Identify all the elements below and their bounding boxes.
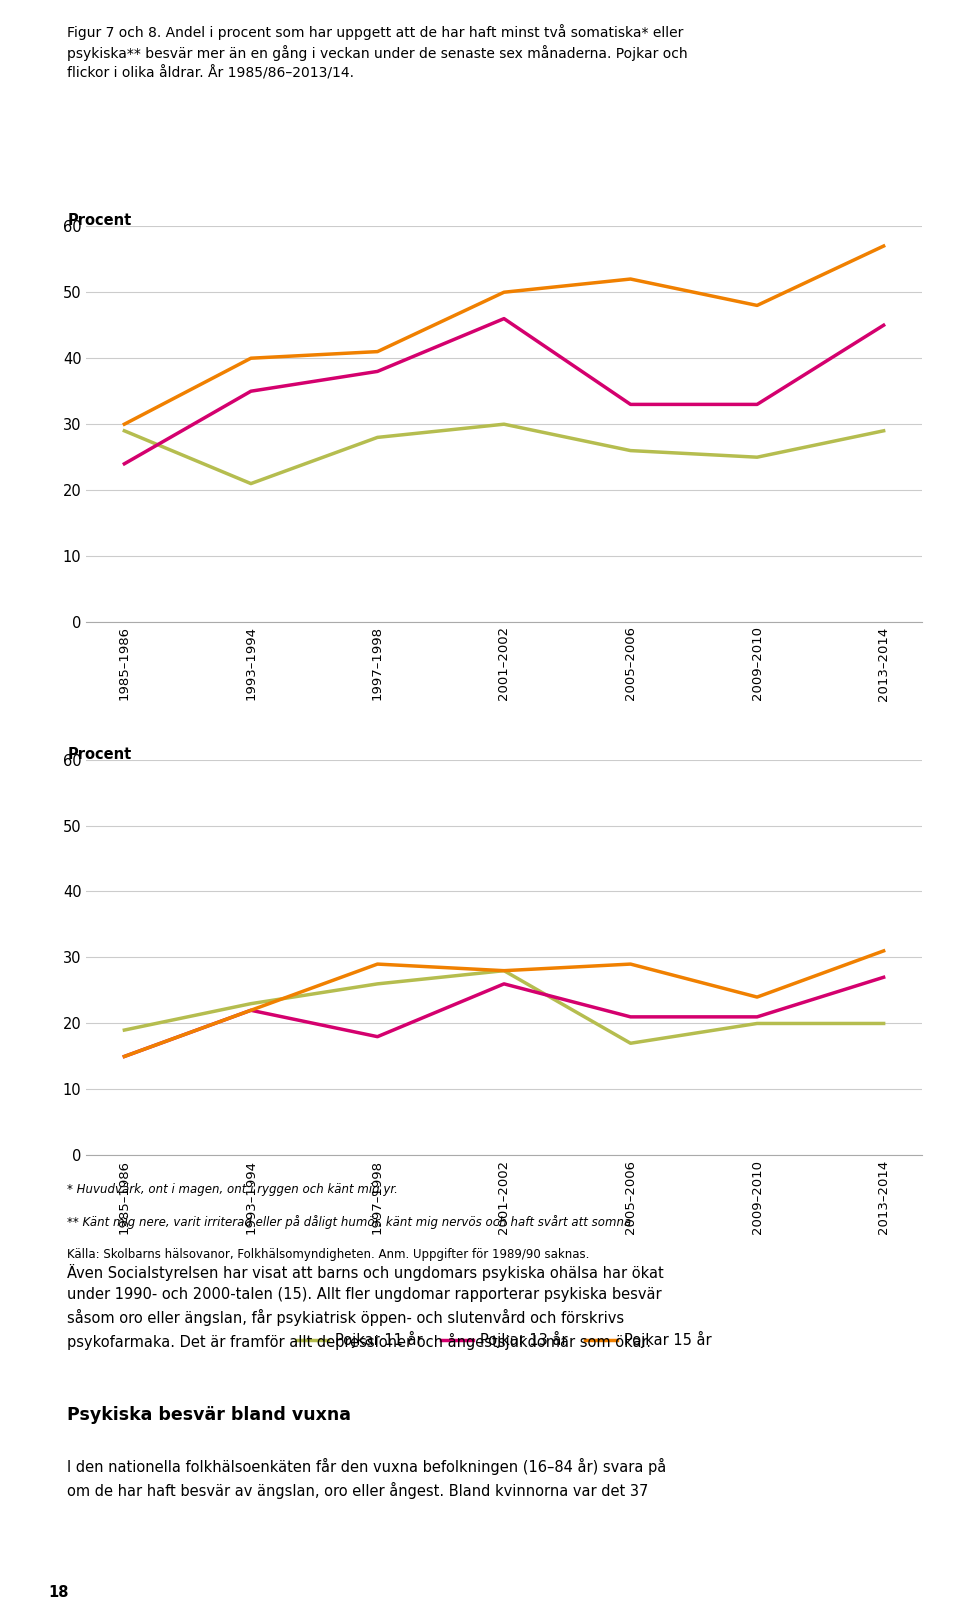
Text: ** Känt mig nere, varit irriterad eller på dåligt humör, känt mig nervös och haf: ** Känt mig nere, varit irriterad eller … [67, 1215, 636, 1230]
Legend: Flickor 11 år, Flickor 13 år, Flickor 15 år: Flickor 11 år, Flickor 13 år, Flickor 15… [286, 793, 722, 821]
Text: 18: 18 [48, 1585, 68, 1600]
Text: Källa: Skolbarns hälsovanor, Folkhälsomyndigheten. Anm. Uppgifter för 1989/90 sa: Källa: Skolbarns hälsovanor, Folkhälsomy… [67, 1248, 589, 1260]
Text: I den nationella folkhälsoenkäten får den vuxna befolkningen (16–84 år) svara på: I den nationella folkhälsoenkäten får de… [67, 1458, 666, 1498]
Text: Procent: Procent [67, 213, 132, 228]
Text: * Huvudvärk, ont i magen, ont i ryggen och känt mig yr.: * Huvudvärk, ont i magen, ont i ryggen o… [67, 1183, 398, 1196]
Text: Procent: Procent [67, 747, 132, 761]
Legend: Pojkar 11 år, Pojkar 13 år, Pojkar 15 år: Pojkar 11 år, Pojkar 13 år, Pojkar 15 år [290, 1325, 718, 1354]
Text: Psykiska besvär bland vuxna: Psykiska besvär bland vuxna [67, 1406, 351, 1424]
Text: Även Socialstyrelsen har visat att barns och ungdomars psykiska ohälsa har ökat
: Även Socialstyrelsen har visat att barns… [67, 1264, 664, 1349]
Text: Figur 7 och 8. Andel i procent som har uppgett att de har haft minst två somatis: Figur 7 och 8. Andel i procent som har u… [67, 24, 687, 81]
